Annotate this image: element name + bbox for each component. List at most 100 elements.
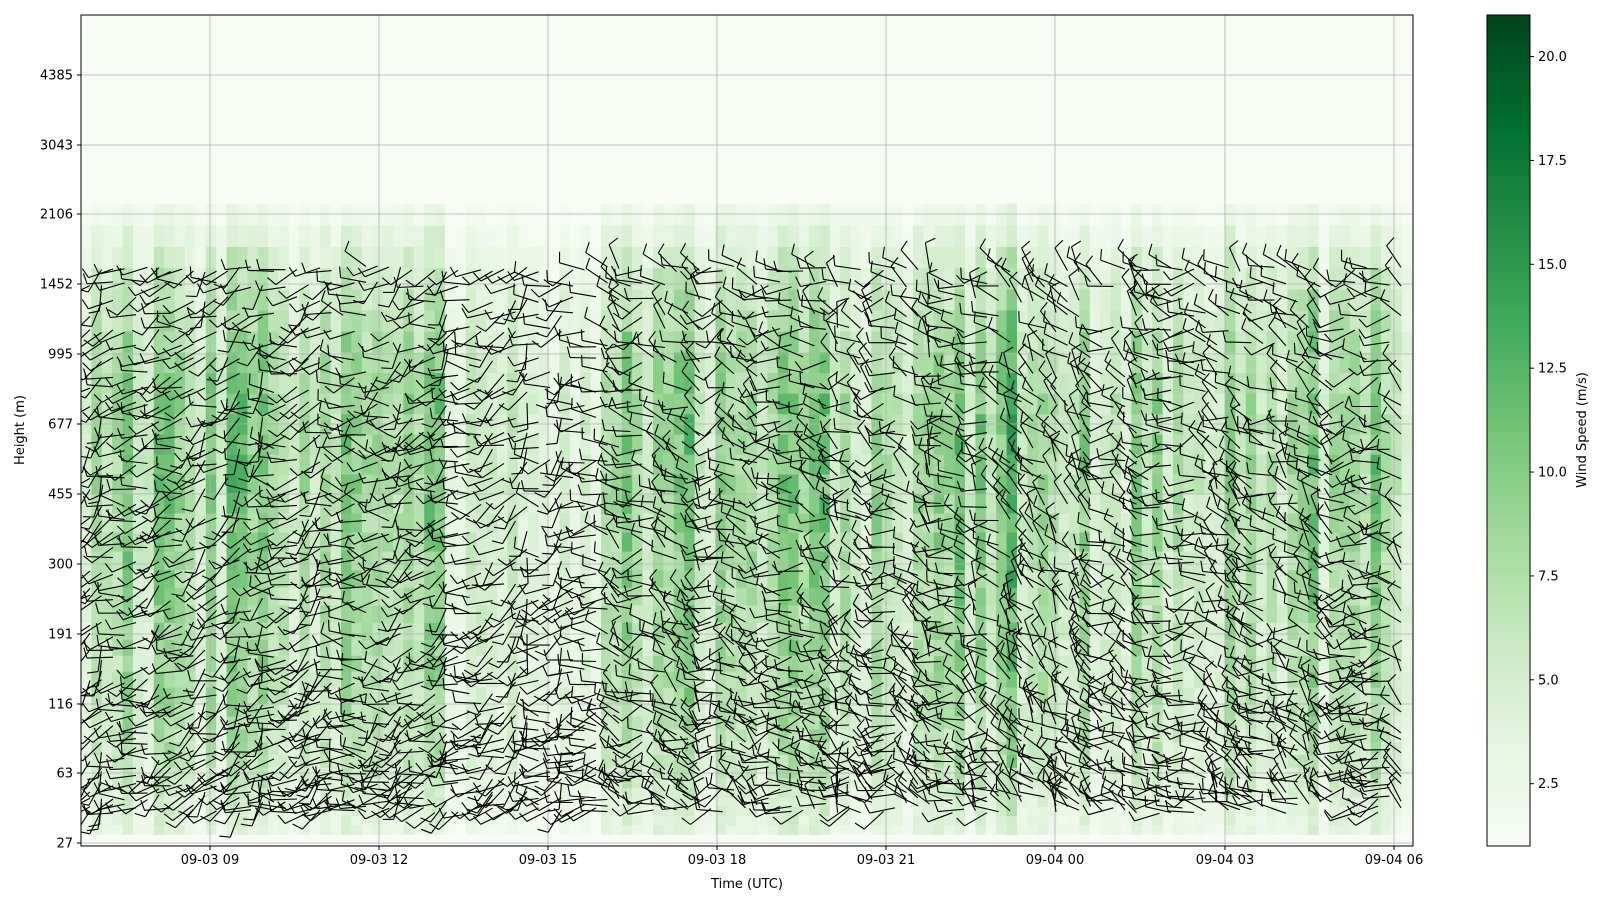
heatmap-cell xyxy=(684,493,696,514)
heatmap-cell xyxy=(902,702,914,717)
heatmap-cell xyxy=(996,806,1008,817)
heatmap-cell xyxy=(112,796,124,807)
heatmap-cell xyxy=(1360,778,1372,789)
heatmap-cell xyxy=(143,372,155,394)
heatmap-cell xyxy=(944,351,956,373)
heatmap-cell xyxy=(881,203,893,226)
heatmap-cell xyxy=(1027,587,1039,606)
heatmap-cell xyxy=(403,225,415,247)
heatmap-cell xyxy=(1381,796,1392,807)
heatmap-cell xyxy=(1079,687,1091,704)
heatmap-cell xyxy=(1017,587,1028,606)
heatmap-cell xyxy=(361,639,373,656)
heatmap-cell xyxy=(320,716,332,730)
heatmap-cell xyxy=(621,587,633,606)
heatmap-cell xyxy=(1089,330,1101,353)
heatmap-cell xyxy=(923,203,935,226)
heatmap-cell xyxy=(642,687,654,704)
heatmap-cell xyxy=(1193,512,1205,533)
heatmap-cell xyxy=(580,434,592,455)
heatmap-cell xyxy=(569,671,581,688)
heatmap-cell xyxy=(351,741,363,755)
heatmap-cell xyxy=(1100,778,1112,789)
heatmap-cell xyxy=(840,288,852,311)
heatmap-cell xyxy=(91,787,103,798)
heatmap-cell xyxy=(1245,778,1257,789)
heatmap-cell xyxy=(185,372,196,394)
heatmap-cell xyxy=(1204,246,1216,269)
heatmap-cell xyxy=(1329,532,1340,552)
heatmap-cell xyxy=(944,806,956,817)
heatmap-cell xyxy=(590,655,602,672)
heatmap-cell xyxy=(663,246,675,269)
heatmap-cell xyxy=(1401,622,1413,640)
heatmap-cell xyxy=(1349,203,1361,226)
heatmap-cell xyxy=(902,330,914,353)
heatmap-cell xyxy=(1225,203,1236,226)
heatmap-cell xyxy=(1339,716,1351,730)
heatmap-cell xyxy=(1381,309,1392,332)
heatmap-cell xyxy=(153,393,165,415)
heatmap-cell xyxy=(538,671,550,688)
heatmap-cell xyxy=(424,434,436,455)
heatmap-cell xyxy=(1297,587,1309,606)
heatmap-cell xyxy=(1069,372,1080,394)
heatmap-cell xyxy=(746,639,758,656)
heatmap-cell xyxy=(476,551,488,571)
heatmap-cell xyxy=(1017,330,1028,353)
heatmap-cell xyxy=(746,741,758,755)
heatmap-cell xyxy=(1027,225,1039,247)
heatmap-cell xyxy=(892,787,904,798)
heatmap-cell xyxy=(1349,225,1361,247)
heatmap-cell xyxy=(1225,512,1236,533)
heatmap-cell xyxy=(1391,741,1403,755)
heatmap-cell xyxy=(299,569,311,588)
heatmap-cell xyxy=(871,453,883,475)
heatmap-cell xyxy=(133,512,144,533)
heatmap-cell xyxy=(1381,702,1392,717)
heatmap-cell xyxy=(205,372,217,394)
heatmap-cell xyxy=(809,622,820,640)
heatmap-cell xyxy=(185,246,196,269)
heatmap-cell xyxy=(517,225,529,247)
heatmap-cell xyxy=(1308,815,1320,826)
heatmap-cell xyxy=(1121,587,1132,606)
heatmap-cell xyxy=(309,288,321,311)
heatmap-cell xyxy=(746,778,758,789)
heatmap-cell xyxy=(216,787,228,798)
heatmap-cell xyxy=(237,393,248,415)
heatmap-cell xyxy=(621,434,633,455)
heatmap-cell xyxy=(330,655,342,672)
heatmap-cell xyxy=(403,655,415,672)
heatmap-cell xyxy=(247,741,259,755)
heatmap-cell xyxy=(205,604,217,623)
heatmap-cell xyxy=(559,532,571,552)
heatmap-cell xyxy=(1329,453,1340,475)
heatmap-cell xyxy=(1121,687,1132,704)
wind-barb xyxy=(81,761,91,777)
heatmap-cell xyxy=(777,604,789,623)
heatmap-cell xyxy=(871,203,883,226)
heatmap-cell xyxy=(153,372,165,394)
heatmap-cell xyxy=(91,267,103,290)
heatmap-cell xyxy=(913,330,924,353)
heatmap-cell xyxy=(985,203,997,226)
heatmap-cell xyxy=(725,309,737,332)
heatmap-cell xyxy=(1391,309,1403,332)
heatmap-cell xyxy=(642,225,654,247)
heatmap-cell xyxy=(185,203,196,226)
heatmap-cell xyxy=(954,639,966,656)
heatmap-cell xyxy=(517,569,529,588)
heatmap-cell xyxy=(621,532,633,552)
heatmap-cell xyxy=(715,622,727,640)
heatmap-cell xyxy=(382,687,394,704)
heatmap-cell xyxy=(1370,453,1382,475)
heatmap-cell xyxy=(965,569,976,588)
heatmap-cell xyxy=(1006,330,1018,353)
heatmap-cell xyxy=(1412,639,1413,656)
heatmap-cell xyxy=(164,532,176,552)
heatmap-cell xyxy=(819,246,831,269)
heatmap-cell xyxy=(403,267,415,290)
heatmap-cell xyxy=(1193,604,1205,623)
heatmap-cell xyxy=(195,716,207,730)
